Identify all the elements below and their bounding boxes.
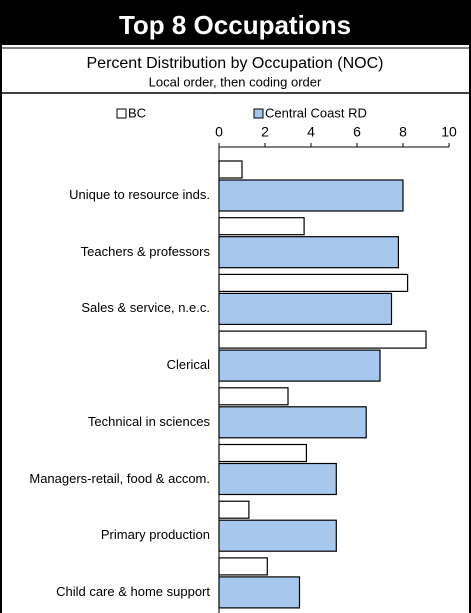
x-tick-label: 2 (261, 124, 269, 140)
category-label: Clerical (10, 345, 210, 385)
category-text: Sales & service, n.e.c. (81, 300, 210, 316)
category-text: Teachers & professors (80, 243, 210, 259)
bar (218, 236, 399, 269)
category-label: Child care & home support (10, 572, 210, 612)
legend-label: Central Coast RD (265, 105, 367, 120)
category-label: Primary production (10, 515, 210, 555)
category-text: Clerical (166, 357, 210, 373)
bar (218, 349, 381, 382)
bar (218, 160, 243, 179)
category-label: Managers-retail, food & accom. (10, 459, 210, 499)
category-label: Unique to resource inds. (10, 175, 210, 215)
chart-title: Top 8 Occupations (119, 10, 351, 40)
x-tick-label: 4 (307, 124, 315, 140)
category-text: Unique to resource inds. (69, 187, 210, 202)
category-text: Technical in sciences (87, 413, 210, 429)
x-tick-label: 8 (399, 124, 407, 140)
legend-swatch (253, 108, 264, 119)
bar (218, 500, 250, 519)
x-tick-label: 6 (353, 124, 361, 140)
category-text: Child care & home support (56, 583, 210, 599)
subtitle: Percent Distribution by Occupation (NOC) (87, 55, 384, 72)
bar (218, 557, 268, 576)
category-text: Primary production (100, 527, 210, 543)
bar (218, 292, 393, 325)
legend-swatch (116, 108, 127, 119)
bar (218, 519, 337, 552)
x-tick-label: 10 (441, 124, 457, 140)
bar (218, 387, 289, 406)
category-label: Teachers & professors (10, 232, 210, 272)
note: Local order, then coding order (149, 74, 322, 89)
bar (218, 576, 301, 609)
x-tick-label: 0 (215, 124, 223, 140)
bar (218, 179, 404, 212)
bar (218, 406, 367, 439)
title-band (1, 1, 470, 45)
bar (218, 462, 337, 496)
category-label: Sales & service, n.e.c. (10, 288, 210, 328)
category-label: Technical in sciences (10, 402, 210, 442)
bar (218, 273, 409, 292)
bar (218, 443, 308, 463)
bar (218, 217, 305, 236)
category-text: Managers-retail, food & accom. (29, 470, 210, 486)
bar (218, 330, 427, 349)
legend-label: BC (128, 105, 146, 120)
